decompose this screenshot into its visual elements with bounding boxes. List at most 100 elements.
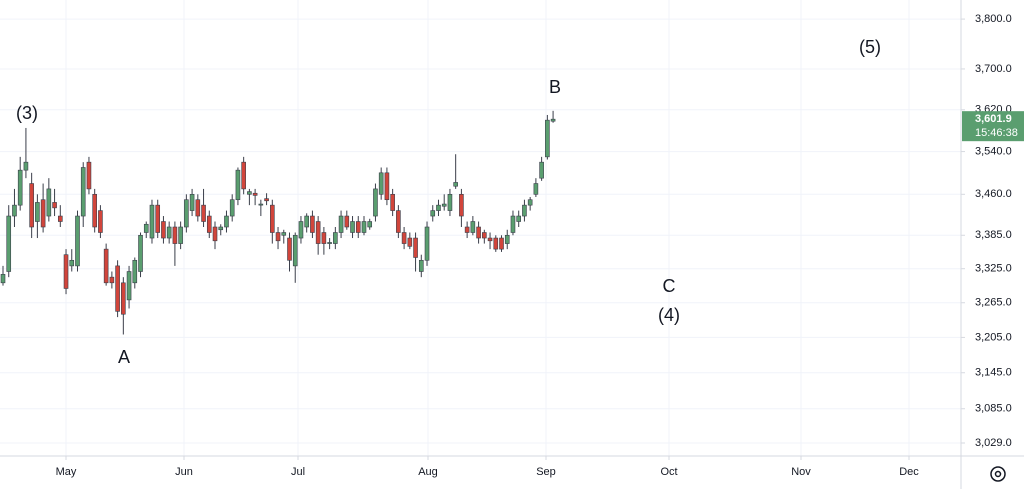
candle-body: [247, 191, 252, 195]
candle-body: [138, 234, 143, 272]
y-tick-label: 3,385.0: [975, 229, 1012, 241]
candle-body: [115, 265, 120, 312]
last-price-label: 3,601.9: [975, 113, 1012, 125]
y-tick-label: 3,145.0: [975, 367, 1012, 379]
candle-body: [333, 232, 338, 244]
candle-body: [447, 194, 453, 211]
candle-body: [378, 172, 384, 195]
candle-body: [373, 188, 378, 217]
x-tick-label: May: [56, 466, 77, 478]
candle-body: [459, 194, 464, 217]
y-tick-label: 3,325.0: [975, 263, 1012, 275]
candle-body: [355, 221, 361, 233]
candle-body: [6, 215, 12, 272]
candle-body: [46, 188, 52, 217]
candle-body: [476, 226, 481, 239]
candle-body: [57, 215, 63, 222]
candle-body: [298, 221, 304, 239]
candle-body: [63, 254, 69, 289]
candle-body: [201, 204, 206, 222]
wave-label: A: [118, 347, 130, 367]
candle-body: [258, 203, 264, 206]
candle-body: [166, 226, 172, 239]
candle-body: [212, 226, 218, 242]
candle-body: [184, 199, 189, 228]
candle-body: [281, 232, 287, 236]
candle-body: [287, 237, 292, 261]
y-tick-label: 3,205.0: [975, 331, 1012, 343]
candle-body: [430, 210, 436, 217]
candle-body: [361, 221, 367, 233]
candle-body: [550, 118, 556, 122]
candle-body: [218, 226, 224, 231]
candle-body: [504, 234, 510, 244]
candle-body: [29, 183, 34, 228]
candle-body: [539, 161, 544, 179]
candle-body: [149, 204, 155, 239]
candle-body: [436, 204, 441, 211]
candle-body: [487, 237, 493, 242]
candle-body: [126, 271, 132, 301]
candle-body: [499, 237, 504, 250]
candle-body: [172, 226, 178, 244]
wave-label: (5): [859, 37, 881, 57]
price-axis: 3,800.03,700.03,620.03,540.03,460.03,385…: [961, 13, 1012, 449]
candle-body: [401, 232, 407, 244]
candle-body: [35, 202, 40, 222]
wave-label: (3): [16, 103, 38, 123]
candle-body: [0, 274, 6, 284]
y-tick-label: 3,460.0: [975, 188, 1012, 200]
candle-body: [418, 259, 424, 272]
candle-body: [92, 194, 97, 228]
candle-body: [69, 259, 75, 267]
candle-body: [241, 161, 246, 190]
wave-label: C: [663, 276, 676, 296]
candle-body: [121, 282, 126, 315]
candle-body: [453, 182, 458, 187]
x-tick-label: Jun: [175, 466, 193, 478]
candle-body: [424, 226, 430, 261]
candle-body: [344, 215, 350, 228]
candle-body: [407, 237, 413, 247]
candle-body: [396, 210, 401, 233]
candle-body: [23, 161, 29, 171]
time-axis: May Jun Jul Aug Sep Oct Nov Dec: [56, 456, 919, 478]
candle-body: [224, 215, 229, 228]
candle-body: [178, 226, 183, 244]
candle-body: [229, 199, 235, 217]
candle-body: [252, 192, 258, 196]
x-tick-label: Sep: [536, 466, 556, 478]
candle-body: [206, 215, 212, 233]
candle-body: [270, 204, 275, 233]
candle-body: [321, 232, 327, 244]
settings-button[interactable]: [990, 466, 1006, 482]
candle-body: [384, 172, 390, 201]
candle-body: [338, 215, 344, 233]
wave-label: (4): [658, 305, 680, 325]
y-tick-label: 3,029.0: [975, 437, 1012, 449]
candle-body: [292, 234, 298, 267]
candle-body: [545, 119, 550, 158]
candle-body: [275, 232, 281, 242]
candle-body: [143, 223, 149, 233]
x-tick-label: Dec: [899, 466, 919, 478]
candle-body: [493, 237, 499, 250]
candle-body: [155, 204, 161, 233]
candle-body: [103, 248, 109, 284]
y-tick-label: 3,700.0: [975, 63, 1012, 75]
x-tick-label: Oct: [660, 466, 677, 478]
candles: [0, 110, 556, 335]
candle-body: [40, 199, 46, 228]
candle-body: [310, 215, 315, 233]
candle-body: [413, 237, 418, 258]
candle-body: [390, 194, 395, 211]
candle-body: [86, 161, 92, 190]
candle-body: [235, 169, 241, 201]
candle-body: [510, 215, 516, 233]
countdown-label: 15:46:38: [975, 127, 1018, 139]
y-tick-label: 3,540.0: [975, 145, 1012, 157]
x-tick-label: Aug: [418, 466, 438, 478]
candle-body: [132, 259, 138, 284]
candle-body: [75, 215, 80, 267]
